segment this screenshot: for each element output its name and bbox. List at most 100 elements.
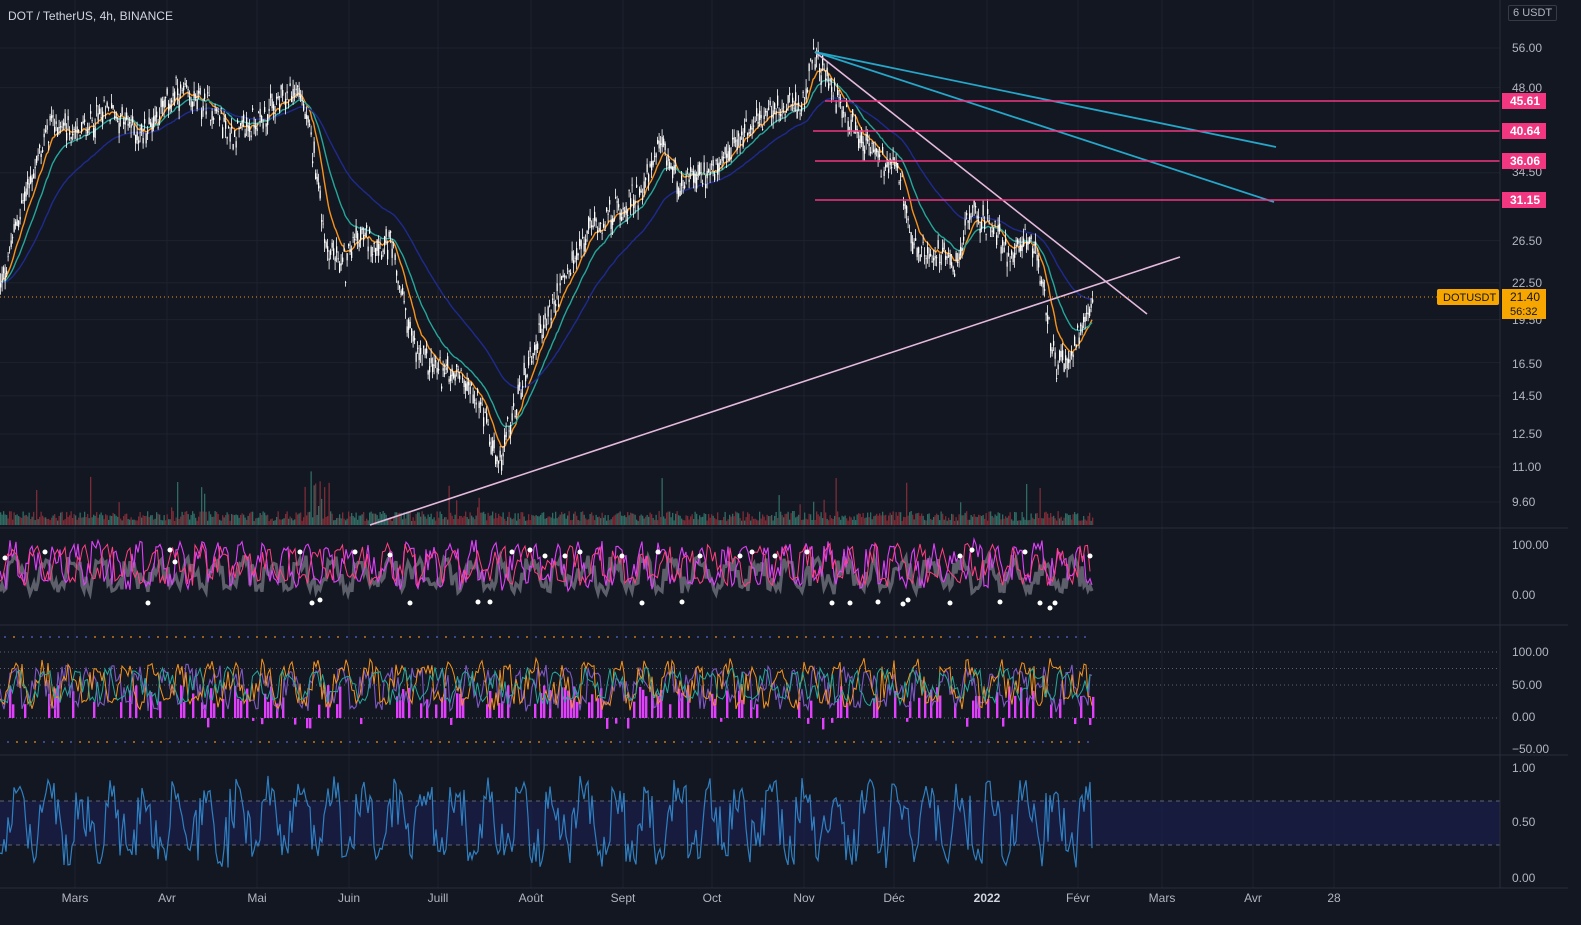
volume-bar	[1011, 519, 1013, 525]
volume-bar	[453, 519, 455, 525]
volume-bar	[1089, 512, 1091, 525]
candle-body	[630, 198, 632, 208]
volume-bar	[634, 514, 636, 525]
osc2-bottom-dot	[484, 741, 486, 743]
candle-body	[993, 228, 995, 235]
candle-body	[823, 68, 825, 70]
candle-body	[841, 110, 843, 118]
volume-bar	[637, 520, 639, 525]
volume-bar	[237, 515, 239, 525]
currency-selector[interactable]: 6 USDT	[1508, 5, 1558, 21]
volume-bar	[810, 514, 812, 525]
candle-body	[1089, 308, 1091, 317]
symbol-tag-text: DOTUSDT	[1443, 292, 1496, 304]
candle-body	[304, 113, 306, 119]
candle-body	[102, 111, 104, 123]
osc2-histogram-bar	[54, 688, 57, 718]
volume-bar	[955, 517, 957, 525]
osc2-top-dot	[481, 636, 483, 638]
candle-body	[96, 105, 98, 107]
osc2-histogram-bar	[906, 718, 909, 722]
volume-bar	[585, 518, 587, 525]
volume-bar	[433, 517, 435, 525]
candle-body	[117, 121, 119, 122]
volume-bar	[717, 512, 719, 525]
volume-bar	[79, 512, 81, 525]
candle-body	[720, 161, 722, 163]
volume-bar	[675, 513, 677, 525]
candle-body	[352, 236, 354, 238]
volume-bar	[249, 513, 251, 525]
volume-bar	[945, 516, 947, 525]
candle-body	[465, 383, 467, 391]
volume-bar	[375, 513, 377, 525]
candle-body	[835, 104, 837, 113]
volume-bar	[849, 516, 851, 525]
osc2-histogram-bar	[966, 718, 969, 727]
candle-body	[445, 367, 447, 370]
volume-bar	[846, 518, 848, 525]
trendlines[interactable]	[369, 51, 1277, 526]
volume-bar	[1050, 513, 1052, 525]
volume-bar	[832, 519, 834, 525]
volume-bar	[502, 512, 504, 525]
candle-body	[135, 134, 137, 144]
osc1-signal-dot	[527, 547, 533, 553]
price-tick-label: 14.50	[1512, 389, 1542, 403]
candle-body	[183, 86, 185, 91]
volume-bar	[300, 512, 302, 525]
candle-body	[613, 217, 615, 222]
candle-body	[1026, 241, 1028, 250]
candle-body	[978, 216, 980, 218]
osc2-bottom-dot	[1024, 741, 1026, 743]
candle-body	[964, 219, 966, 226]
osc2-top-dot	[967, 636, 969, 638]
volume-bar	[853, 516, 855, 525]
candle-body	[307, 116, 309, 123]
volume-bar	[822, 518, 824, 525]
osc2-top-dot	[589, 636, 591, 638]
osc1-signal-dot	[1087, 553, 1093, 559]
osc2-histogram-bar	[1014, 695, 1017, 718]
candle-body	[355, 227, 357, 238]
osc2-bottom-dot	[754, 741, 756, 743]
candle-body	[616, 201, 618, 203]
candle-body	[133, 125, 135, 135]
osc2-histogram-bar	[183, 702, 186, 718]
volume-bar	[537, 516, 539, 525]
volume-bar	[768, 516, 770, 525]
candle-body	[397, 281, 399, 284]
osc2-top-dot	[355, 636, 357, 638]
osc2-histogram-bar	[213, 703, 216, 718]
candle-body	[45, 129, 47, 132]
volume-bar	[562, 514, 564, 525]
volume-bar	[1045, 511, 1047, 525]
osc2-top-dot	[94, 636, 96, 638]
osc2-histogram-bar	[261, 718, 264, 725]
volume-bar	[121, 520, 123, 525]
time-axis-label: Mars	[1149, 891, 1176, 905]
candle-body	[1038, 259, 1040, 268]
volume-bar	[90, 476, 92, 525]
candle-body	[901, 175, 903, 177]
candle-body	[400, 290, 402, 295]
osc2-bottom-dot	[106, 741, 108, 743]
candle-body	[829, 78, 831, 81]
price-tick-label: 56.00	[1512, 41, 1542, 55]
oscillator-3-tick-label: 1.00	[1512, 761, 1536, 775]
candle-body	[636, 184, 638, 188]
volume-bar	[43, 517, 45, 525]
horizontal-levels[interactable]	[0, 100, 1500, 298]
volume-bar	[889, 512, 891, 525]
volume-bar	[87, 514, 89, 525]
candle-body	[900, 179, 902, 181]
candle-body	[553, 301, 555, 305]
volume-bar	[295, 512, 297, 525]
volume-bar	[66, 511, 68, 525]
volume-bar	[577, 519, 579, 525]
candle-body	[270, 93, 272, 99]
volume-bar	[49, 520, 51, 525]
volume-bar	[81, 517, 83, 525]
